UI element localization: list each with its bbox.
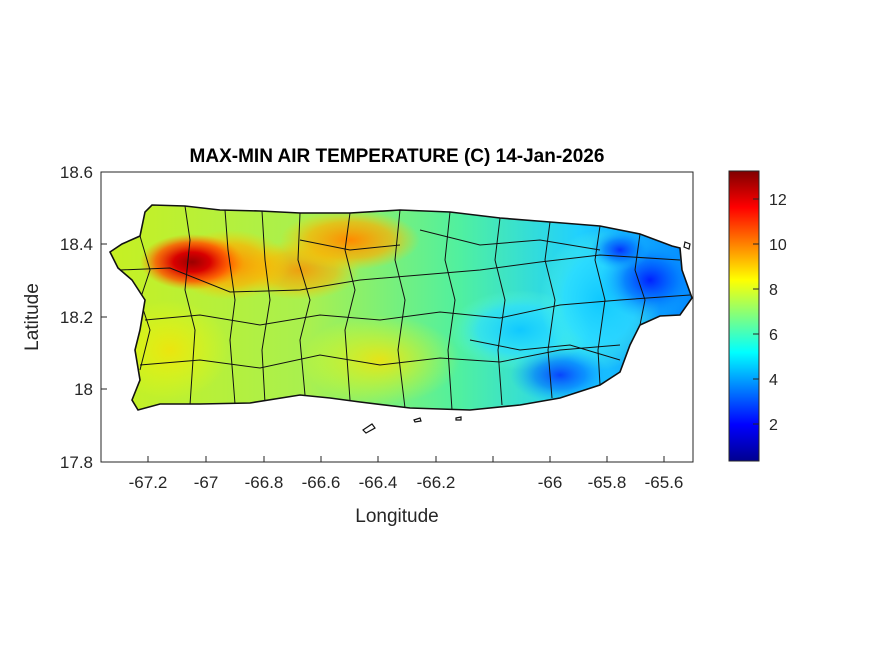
offshore-islets (362, 241, 691, 434)
y-tick-label: 18.6 (60, 163, 93, 182)
x-tick-label: -66.6 (302, 473, 341, 492)
x-tick-label: -66.8 (245, 473, 284, 492)
x-tick-labels: -67.2 -67 -66.8 -66.6 -66.4 -66.2 -66 -6… (129, 473, 684, 492)
colorbar-tick-label: 6 (769, 327, 778, 344)
y-tick-label: 17.8 (60, 453, 93, 472)
x-tick-label: -65.6 (645, 473, 684, 492)
colorbar: 12 10 8 6 4 2 (728, 170, 787, 462)
x-tick-label: -66.4 (359, 473, 398, 492)
y-tick-labels: 18.6 18.4 18.2 18 17.8 (60, 163, 93, 472)
y-tick-label: 18 (74, 380, 93, 399)
colorbar-ticks (753, 198, 759, 425)
x-tick-label: -67 (194, 473, 219, 492)
colorbar-gradient (728, 170, 760, 462)
x-axis-label: Longitude (355, 506, 438, 527)
y-axis-label: Latitude (22, 283, 43, 351)
y-tick-label: 18.4 (60, 235, 93, 254)
colorbar-tick-label: 2 (769, 417, 778, 434)
x-tick-label: -66 (538, 473, 563, 492)
colorbar-tick-label: 12 (769, 192, 787, 209)
colorbar-tick-label: 4 (769, 372, 778, 389)
x-tick-label: -65.8 (588, 473, 627, 492)
y-tick-label: 18.2 (60, 308, 93, 327)
axis-ticks (101, 171, 665, 463)
x-tick-label: -67.2 (129, 473, 168, 492)
chart-title: MAX-MIN AIR TEMPERATURE (C) 14-Jan-2026 (190, 146, 605, 167)
x-tick-label: -66.2 (417, 473, 456, 492)
colorbar-tick-label: 10 (769, 237, 787, 254)
temperature-field (110, 205, 692, 410)
colorbar-tick-label: 8 (769, 282, 778, 299)
